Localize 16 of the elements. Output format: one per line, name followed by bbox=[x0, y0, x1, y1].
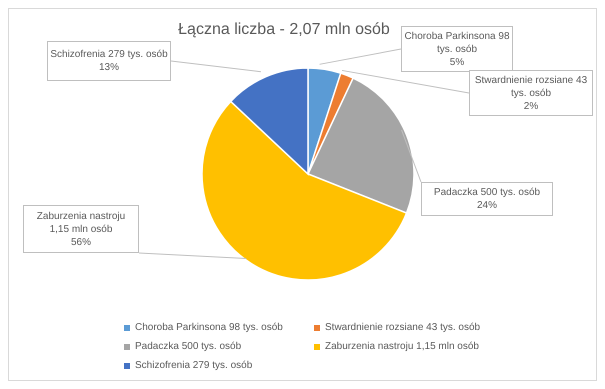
chart-title: Łączna liczba - 2,07 mln osób bbox=[178, 21, 390, 38]
legend-label: Stwardnienie rozsiane 43 tys. osób bbox=[324, 322, 482, 333]
data-label: 56% bbox=[70, 236, 92, 248]
legend-label: Schizofrenia 279 tys. osób bbox=[134, 360, 254, 371]
data-label: 5% bbox=[448, 56, 466, 68]
slice-label: Zaburzenia nastroju 1,15 mln osób bbox=[36, 210, 126, 236]
data-label: 13% bbox=[98, 61, 120, 74]
slice-label: Choroba Parkinsona 98 tys. osób bbox=[404, 30, 510, 56]
data-label: 24% bbox=[476, 199, 498, 212]
legend-label: Padaczka 500 tys. osób bbox=[134, 341, 242, 352]
legend-label: Choroba Parkinsona 98 tys. osób bbox=[134, 322, 284, 333]
legend-label: Zaburzenia nastroju 1,15 mln osób bbox=[324, 341, 480, 352]
data-label: 2% bbox=[522, 100, 540, 112]
slice-label: Schizofrenia 279 tys. osób bbox=[50, 48, 168, 61]
slice-label: Padaczka 500 tys. osób bbox=[432, 186, 542, 199]
slice-label: Stwardnienie rozsiane 43 tys. osób bbox=[474, 74, 588, 100]
